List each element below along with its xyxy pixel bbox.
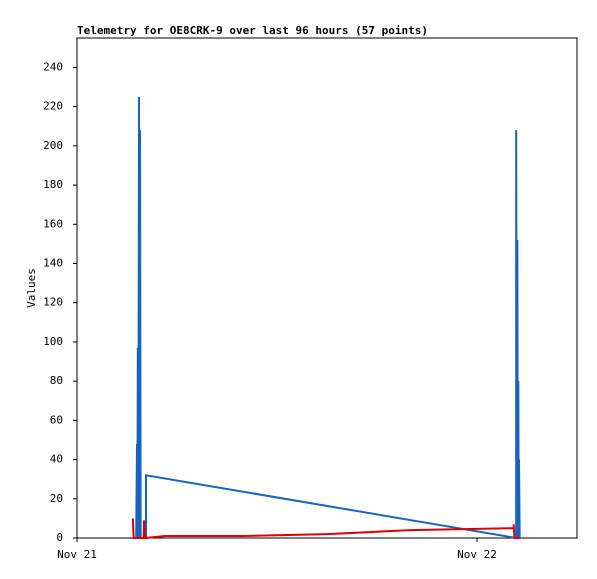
y-tick-label: 200: [43, 139, 63, 152]
y-tick-label: 180: [43, 178, 63, 191]
y-tick-label: 140: [43, 256, 63, 269]
series-line: [135, 96, 521, 540]
y-tick-label: 100: [43, 335, 63, 348]
y-tick-label: 220: [43, 100, 63, 113]
y-tick-label: 20: [50, 492, 63, 505]
y-tick-label: 60: [50, 413, 63, 426]
chart-title: Telemetry for OE8CRK-9 over last 96 hour…: [77, 24, 428, 37]
x-tick-label: Nov 21: [57, 548, 97, 561]
x-tick-label: Nov 22: [457, 548, 497, 561]
y-tick-label: 120: [43, 296, 63, 309]
series-line: [131, 518, 521, 540]
y-tick-label: 160: [43, 217, 63, 230]
y-tick-label: 40: [50, 453, 63, 466]
y-axis-label: Values: [25, 268, 38, 308]
y-tick-label: 240: [43, 60, 63, 73]
plot-frame: [76, 37, 578, 539]
y-tick-label: 0: [56, 531, 63, 544]
y-tick-label: 80: [50, 374, 63, 387]
